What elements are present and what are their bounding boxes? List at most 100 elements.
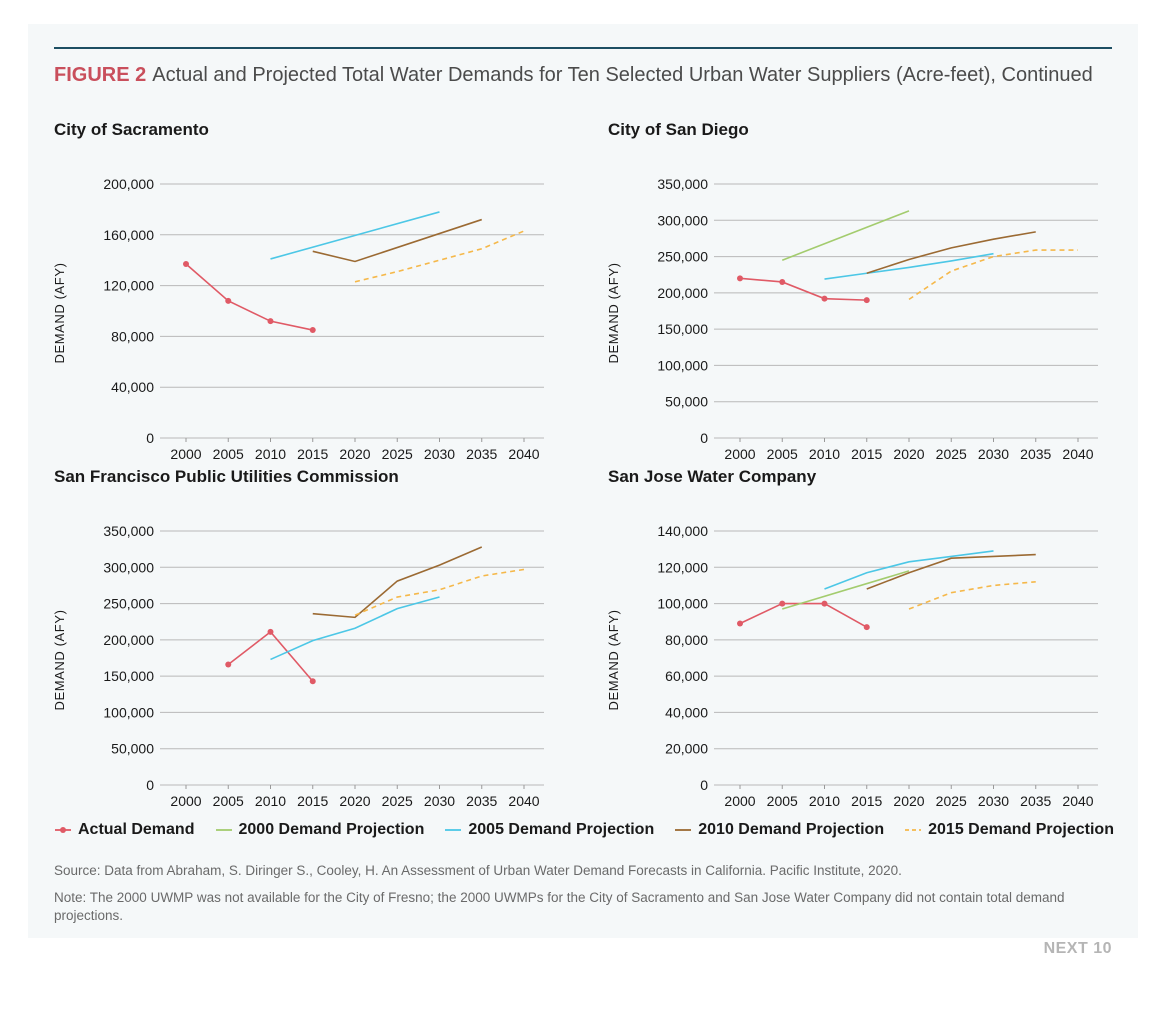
series-line-proj2015 xyxy=(354,568,525,616)
y-tick-label: 50,000 xyxy=(665,394,708,410)
series-line-actual xyxy=(739,602,868,628)
legend-label: Actual Demand xyxy=(78,821,195,838)
y-tick-label: 40,000 xyxy=(665,704,708,720)
y-axis-label: DEMAND (AFY) xyxy=(606,262,621,363)
x-tick-label: 2030 xyxy=(424,446,455,462)
figure-panel: FIGURE 2 Actual and Projected Total Wate… xyxy=(28,24,1138,938)
series-line-proj2010 xyxy=(866,553,1036,590)
y-axis-label: DEMAND (AFY) xyxy=(52,262,67,363)
x-tick-label: 2005 xyxy=(767,793,798,809)
data-point-actual xyxy=(309,678,316,685)
x-tick-label: 2000 xyxy=(170,793,201,809)
x-tick-label: 2030 xyxy=(978,793,1009,809)
y-tick-label: 40,000 xyxy=(111,379,154,395)
x-tick-label: 2025 xyxy=(382,446,413,462)
legend-label: 2005 Demand Projection xyxy=(468,821,655,838)
data-point-actual xyxy=(267,628,274,635)
legend-swatch-proj2005 xyxy=(445,829,462,831)
data-point-actual xyxy=(267,318,274,325)
x-tick-label: 2005 xyxy=(213,793,244,809)
series-line-actual xyxy=(739,277,867,301)
x-tick-label: 2040 xyxy=(1062,446,1093,462)
chart-legend: Actual Demand 2000 Demand Projection 2005 … xyxy=(54,818,1114,842)
chart-title-sacramento: City of Sacramento xyxy=(54,120,209,139)
y-tick-label: 140,000 xyxy=(657,523,708,539)
y-tick-label: 0 xyxy=(146,777,154,793)
data-point-actual xyxy=(779,278,786,285)
x-tick-label: 2025 xyxy=(936,446,967,462)
y-tick-label: 350,000 xyxy=(103,523,154,539)
x-tick-label: 2005 xyxy=(767,446,798,462)
x-tick-label: 2035 xyxy=(466,446,497,462)
series-line-proj2000 xyxy=(782,570,910,610)
data-point-actual xyxy=(779,600,786,607)
x-tick-label: 2035 xyxy=(466,793,497,809)
chart-title-san-jose: San Jose Water Company xyxy=(608,467,817,486)
legend-item-proj2015: 2015 Demand Projection xyxy=(904,821,1114,839)
y-tick-label: 0 xyxy=(700,430,708,446)
y-tick-label: 300,000 xyxy=(103,559,154,575)
x-tick-label: 2020 xyxy=(339,793,370,809)
y-tick-label: 60,000 xyxy=(665,668,708,684)
x-tick-label: 2010 xyxy=(809,446,840,462)
legend-swatch-proj2010 xyxy=(675,829,692,831)
series-line-proj2015 xyxy=(908,249,1078,301)
figure-title: FIGURE 2 Actual and Projected Total Wate… xyxy=(54,62,1114,88)
series-line-proj2005 xyxy=(824,550,994,590)
data-point-actual xyxy=(225,297,232,304)
x-tick-label: 2005 xyxy=(213,446,244,462)
y-tick-label: 250,000 xyxy=(103,596,154,612)
data-point-actual xyxy=(737,275,743,282)
footnote: Note: The 2000 UWMP was not available fo… xyxy=(54,890,1065,923)
y-tick-label: 150,000 xyxy=(657,321,708,337)
y-tick-label: 100,000 xyxy=(103,704,154,720)
footer-brand: NEXT 10 xyxy=(1043,940,1112,957)
x-tick-label: 2035 xyxy=(1020,793,1051,809)
series-line-proj2010 xyxy=(312,546,483,619)
figure-title-text: Actual and Projected Total Water Demands… xyxy=(152,64,1093,86)
series-line-proj2005 xyxy=(824,252,994,280)
data-point-actual xyxy=(737,620,743,627)
x-tick-label: 2040 xyxy=(1062,793,1093,809)
x-tick-label: 2015 xyxy=(851,793,882,809)
y-tick-label: 120,000 xyxy=(103,278,154,294)
y-tick-label: 120,000 xyxy=(657,559,708,575)
y-tick-label: 100,000 xyxy=(657,596,708,612)
x-tick-label: 2035 xyxy=(1020,446,1051,462)
data-point-actual xyxy=(309,327,316,334)
y-axis-label: DEMAND (AFY) xyxy=(606,609,621,710)
x-tick-label: 2040 xyxy=(508,793,539,809)
legend-item-actual: Actual Demand xyxy=(54,821,194,839)
data-point-actual xyxy=(863,624,870,631)
y-tick-label: 200,000 xyxy=(657,285,708,301)
y-axis-label: DEMAND (AFY) xyxy=(52,609,67,710)
x-tick-label: 2010 xyxy=(809,793,840,809)
x-tick-label: 2020 xyxy=(893,446,924,462)
figure-label: FIGURE 2 xyxy=(54,64,147,86)
x-tick-label: 2000 xyxy=(170,446,201,462)
source-note: Source: Data from Abraham, S. Diringer S… xyxy=(54,863,902,878)
series-line-proj2010 xyxy=(312,218,483,263)
chart-sfpuc: 0 50,000 100,000 150,000 200,000 250,000 300,0… xyxy=(52,523,544,809)
x-tick-label: 2030 xyxy=(424,793,455,809)
y-tick-label: 200,000 xyxy=(103,176,154,192)
x-tick-label: 2000 xyxy=(724,446,755,462)
y-tick-label: 20,000 xyxy=(665,741,708,757)
y-tick-label: 350,000 xyxy=(657,176,708,192)
x-tick-label: 2015 xyxy=(297,446,328,462)
series-line-proj2000 xyxy=(781,210,910,261)
data-point-actual xyxy=(225,661,232,668)
y-tick-label: 250,000 xyxy=(657,249,708,265)
series-line-proj2005 xyxy=(270,596,440,661)
y-tick-label: 0 xyxy=(146,430,154,446)
y-tick-label: 80,000 xyxy=(111,328,154,344)
x-tick-label: 2010 xyxy=(255,793,286,809)
x-tick-label: 2030 xyxy=(978,446,1009,462)
x-tick-label: 2000 xyxy=(724,793,755,809)
legend-label: 2000 Demand Projection xyxy=(238,821,425,838)
y-tick-label: 0 xyxy=(700,777,708,793)
y-tick-label: 80,000 xyxy=(665,632,708,648)
legend-swatch-proj2015 xyxy=(905,829,922,831)
legend-swatch-actual xyxy=(55,827,71,833)
chart-title-sfpuc: San Francisco Public Utilities Commissio… xyxy=(54,467,399,486)
